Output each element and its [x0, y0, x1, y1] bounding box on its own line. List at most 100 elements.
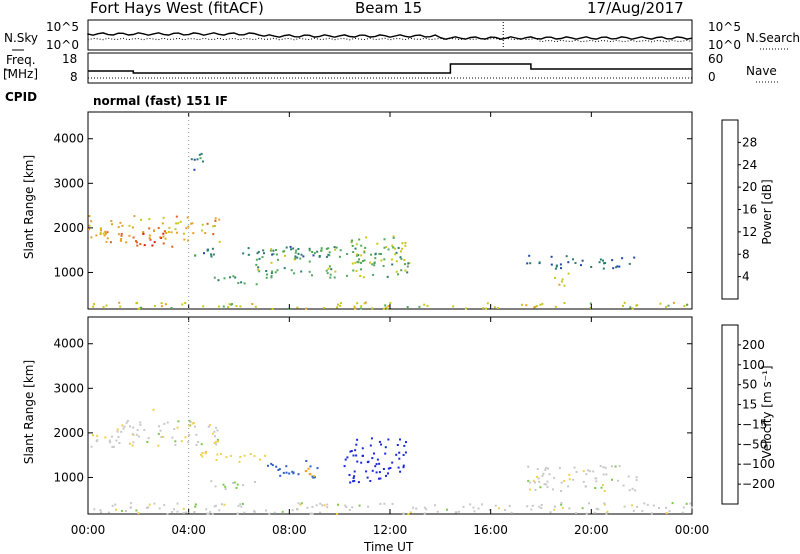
- panel-0-cell: [603, 262, 605, 265]
- panel-1-cell: [114, 503, 117, 506]
- panel-0-cell: [270, 272, 273, 274]
- panel-0-cell: [400, 269, 403, 272]
- panel-1-cell: [92, 434, 94, 437]
- x-tick-label: 20:00: [574, 523, 609, 537]
- panel-0-cell: [93, 303, 96, 306]
- panel-1-cell: [573, 466, 576, 469]
- panel-1-cell: [278, 468, 281, 471]
- panel-1-cell: [117, 436, 120, 439]
- panel-0-cell: [334, 248, 337, 251]
- panel-0-cell: [194, 254, 197, 257]
- panel-1-cell: [110, 435, 113, 438]
- panel-0-cell: [164, 303, 167, 306]
- panel-0-cell: [395, 270, 398, 273]
- panel-0-cell: [356, 302, 359, 305]
- panel-1-cell: [225, 456, 228, 459]
- panel-0-cell: [292, 247, 295, 250]
- panel-1-cell: [652, 504, 655, 507]
- panel-1-cell: [111, 446, 114, 448]
- panel-0-cell: [572, 258, 574, 261]
- panel-0-cell: [148, 227, 151, 230]
- panel-1-cell: [182, 511, 185, 514]
- panel-0-cell: [117, 226, 120, 229]
- panel-0-cell: [333, 246, 336, 249]
- panel-1-cell: [249, 453, 252, 455]
- panel-0-cell: [355, 243, 358, 246]
- panel-1-cell: [147, 437, 150, 440]
- panel-0-cell: [333, 276, 336, 279]
- panel-0-cell: [204, 232, 207, 234]
- panel-1-cell: [214, 440, 217, 443]
- panel-1-cell: [216, 438, 219, 441]
- panel-0-ytick-label: 3000: [53, 176, 84, 190]
- panel-1-cell: [353, 470, 356, 473]
- panel-0-cell: [400, 257, 403, 260]
- panel-0-cell: [346, 253, 349, 255]
- panel-0-cell: [580, 264, 582, 267]
- panel-1-cell: [399, 438, 401, 441]
- panel-0-cell: [406, 306, 409, 308]
- panel-1-cell: [135, 509, 138, 512]
- panel-0-cell: [312, 254, 315, 257]
- panel-1-cell: [197, 441, 200, 443]
- panel-0-cell: [174, 228, 177, 231]
- panel-0-cell: [148, 218, 151, 221]
- panel-1-cell: [462, 505, 465, 508]
- panel-1-cell: [291, 509, 294, 512]
- panel-0-cell: [550, 255, 553, 258]
- panel-1-cell: [309, 465, 312, 468]
- panel-1-cell: [194, 505, 197, 508]
- x-tick-label: 12:00: [373, 523, 408, 537]
- panel-1-cell: [160, 436, 163, 438]
- panel-0-cell: [554, 276, 557, 279]
- panel-0-cell: [162, 235, 165, 238]
- panel-0-cell: [206, 249, 209, 252]
- panel-0-cell: [539, 303, 542, 306]
- panel-0-cell: [295, 249, 298, 252]
- nave-label: Nave: [746, 64, 777, 78]
- panel-1-cell: [671, 502, 674, 505]
- panel-0-cell: [294, 255, 297, 258]
- panel-1-cell: [385, 474, 387, 477]
- panel-0-cell: [175, 215, 178, 218]
- panel-1-cell: [131, 433, 134, 436]
- panel-0-cell: [269, 249, 272, 252]
- panel-0-cell: [631, 307, 634, 310]
- colorbar-0-frame: [721, 119, 739, 300]
- panel-1-cell: [135, 433, 138, 436]
- panel-1-cell: [594, 487, 597, 489]
- panel-1-cell: [220, 503, 223, 506]
- panel-1-cell: [434, 504, 436, 507]
- panel-1-cell: [595, 480, 598, 483]
- panel-1-cell: [560, 481, 563, 484]
- panel-1-cell: [361, 447, 364, 450]
- colorbar-1-tick-label: 15: [742, 398, 757, 412]
- panel-0-cell: [271, 307, 274, 310]
- panel-0-cell: [686, 303, 689, 306]
- panel-1-cell: [253, 455, 256, 458]
- panel-0-cell: [355, 253, 358, 256]
- panel-1-cell: [174, 440, 177, 443]
- panel-0-cell: [105, 304, 108, 307]
- panel-1-cell: [348, 509, 351, 511]
- panel-0-cell: [360, 268, 362, 271]
- panel-1-cell: [533, 481, 536, 484]
- panel-0-cell: [320, 249, 323, 252]
- panel-1-cell: [409, 511, 412, 514]
- panel-1-cell: [213, 505, 216, 508]
- panel-1-cell: [158, 425, 160, 428]
- panel-0-cell: [255, 263, 258, 266]
- panel-1-cell: [623, 505, 626, 508]
- panel-1-frame: [87, 316, 693, 515]
- noise-tick-low-left: 10^0: [46, 38, 79, 52]
- panel-1-cell: [206, 512, 209, 515]
- panel-1-cell: [195, 433, 198, 436]
- panel-1-cell: [530, 508, 533, 511]
- panel-0-cell: [357, 254, 360, 257]
- panel-1-cell: [171, 436, 174, 439]
- panel-0-cell: [355, 269, 358, 272]
- panel-1-cell: [352, 477, 355, 479]
- panel-1-cell: [589, 470, 592, 473]
- panel-0-cell: [541, 302, 544, 305]
- panel-1-cell: [665, 506, 667, 509]
